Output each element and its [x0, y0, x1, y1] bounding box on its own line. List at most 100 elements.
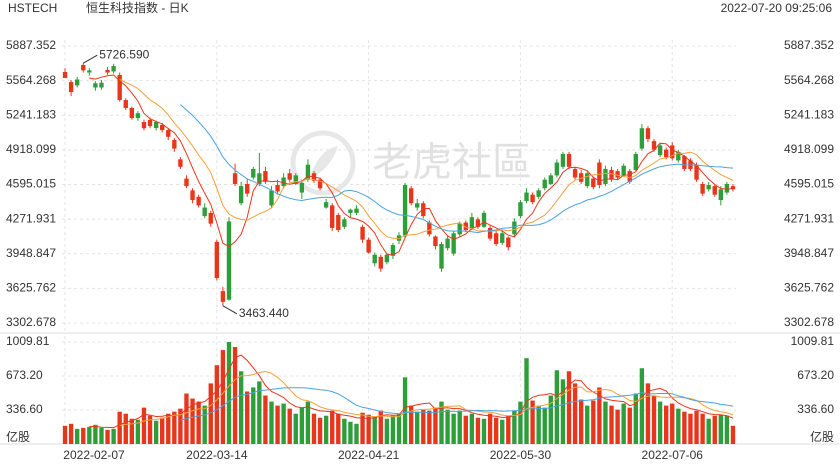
price-ma-line — [180, 104, 734, 234]
candle-body — [62, 71, 68, 78]
candle-body — [330, 205, 335, 228]
x-tick-label: 2022-03-14 — [186, 448, 248, 462]
candle-body — [463, 222, 468, 231]
volume-bar — [245, 391, 250, 444]
candle-body — [226, 221, 232, 300]
volume-bar — [214, 365, 220, 444]
volume-bar — [451, 413, 456, 444]
candle-body — [366, 239, 371, 253]
candle-body — [427, 222, 432, 235]
volume-bar — [506, 415, 511, 444]
volume-bar — [493, 417, 499, 444]
candle-body — [147, 119, 153, 127]
volume-bar — [591, 400, 596, 444]
candle-body — [445, 238, 450, 249]
y-tick-label-right: 5241.183 — [784, 107, 834, 121]
candle-body — [105, 70, 110, 73]
candle-body — [257, 173, 262, 184]
volume-bar — [408, 405, 414, 444]
volume-bar — [178, 408, 183, 444]
y-tick-label: 5564.268 — [6, 73, 56, 87]
candle-body — [129, 107, 135, 119]
candle-body — [718, 189, 724, 201]
volume-bar — [220, 350, 226, 444]
candle-body — [81, 65, 86, 71]
candle-body — [645, 128, 651, 139]
volume-bar — [427, 410, 432, 444]
volume-bar — [402, 377, 408, 444]
candle-body — [518, 202, 523, 217]
candle-body — [615, 171, 620, 178]
volume-bar — [560, 379, 566, 444]
volume-bar — [202, 405, 207, 444]
y-tick-label: 5887.352 — [6, 38, 56, 52]
volume-bar — [396, 413, 402, 444]
volume-bar — [621, 403, 626, 444]
volume-bar — [481, 418, 487, 444]
volume-tick-label: 673.20 — [6, 368, 43, 382]
watermark-text: 老虎社區 — [372, 141, 532, 185]
volume-bar — [572, 383, 578, 444]
candle-body — [190, 190, 195, 201]
volume-bar — [682, 411, 687, 444]
volume-bar — [578, 399, 584, 444]
candle-body — [348, 209, 353, 213]
volume-bar — [208, 383, 213, 444]
volume-bar — [724, 415, 730, 444]
volume-bar — [257, 381, 262, 444]
candle-body — [597, 162, 602, 186]
candle-body — [123, 100, 128, 108]
volume-tick-label-right: 1009.81 — [791, 334, 835, 348]
candle-body — [402, 185, 408, 236]
volume-bar — [439, 401, 444, 444]
volume-bar — [433, 407, 438, 444]
candle-body — [572, 168, 578, 178]
volume-bar — [445, 409, 450, 444]
y-tick-label: 4271.931 — [6, 211, 56, 225]
index-name: 恒生科技指数 - 日K — [86, 0, 189, 15]
volume-bar — [384, 418, 390, 444]
symbol: HSTECH — [8, 1, 57, 15]
volume-bar — [93, 424, 98, 444]
volume-bar — [62, 425, 68, 444]
candle-body — [415, 203, 420, 208]
candle-body — [421, 203, 426, 217]
volume-bar — [348, 421, 353, 444]
volume-bar — [311, 413, 317, 444]
candle-body — [238, 186, 244, 204]
volume-bar — [111, 428, 116, 444]
candle-body — [208, 212, 213, 224]
volume-bar — [305, 401, 311, 444]
volume-bar — [694, 410, 699, 444]
candle-body — [196, 196, 201, 206]
volume-bar — [475, 417, 481, 444]
candle-body — [530, 194, 535, 203]
candle-body — [542, 179, 547, 189]
candle-body — [178, 159, 183, 167]
y-tick-label-right: 3625.762 — [784, 281, 834, 295]
candle-body — [433, 236, 438, 247]
volume-bar — [354, 423, 359, 444]
volume-bar — [105, 429, 110, 444]
candle-body — [524, 192, 529, 202]
volume-bar — [706, 418, 711, 444]
candle-body — [670, 145, 675, 159]
candle-body — [560, 153, 566, 167]
candle-body — [160, 125, 165, 131]
volume-bar — [263, 395, 268, 444]
watermark-logo — [290, 130, 356, 196]
volume-bar — [633, 393, 638, 444]
volume-bar — [160, 417, 165, 444]
candle-body — [214, 241, 220, 279]
candle-body — [184, 178, 189, 187]
volume-bar — [512, 410, 517, 444]
candle-body — [153, 122, 159, 129]
candle-body — [627, 171, 632, 182]
candle-body — [500, 233, 505, 243]
volume-tick-label-right: 336.60 — [797, 402, 834, 416]
volume-bar — [372, 416, 377, 444]
volume-bar — [487, 413, 493, 444]
candle-body — [554, 162, 560, 176]
max-pointer — [83, 54, 98, 64]
